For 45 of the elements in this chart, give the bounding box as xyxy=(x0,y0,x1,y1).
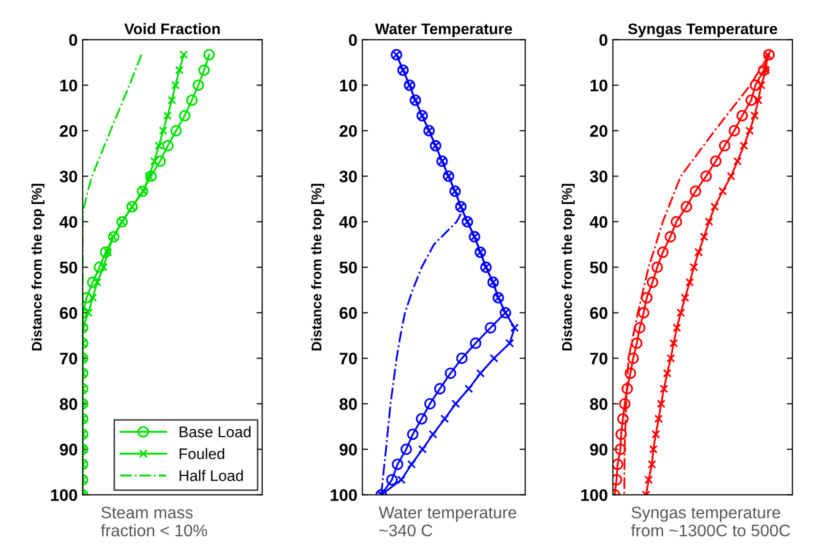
y-tick-label: 30 xyxy=(339,170,357,182)
y-tick-label: 80 xyxy=(60,398,78,410)
y-tick-label: 0 xyxy=(348,34,357,46)
y-tick-label: 70 xyxy=(60,352,78,364)
y-tick-label: 60 xyxy=(340,307,357,319)
y-tick-label: 90 xyxy=(60,444,78,456)
y-axis-title: Distance from the top [%] xyxy=(31,184,44,350)
y-tick-label: 20 xyxy=(60,125,78,137)
y-tick-label: 10 xyxy=(60,80,78,92)
y-tick-label: 50 xyxy=(60,262,78,274)
y-tick-label: 60 xyxy=(60,307,78,319)
y-tick-label: 100 xyxy=(581,489,608,501)
legend-label: Half Load xyxy=(180,470,243,482)
y-tick-label: 90 xyxy=(340,444,357,456)
chart-title: Water Temperature xyxy=(375,24,512,38)
y-tick-label: 50 xyxy=(590,262,608,274)
y-tick-label: 100 xyxy=(51,489,78,501)
y-axis-title: Distance from the top [%] xyxy=(311,184,324,350)
legend-label: Fouled xyxy=(180,448,224,460)
chart-title: Syngas Temperature xyxy=(628,23,778,38)
y-tick-label: 80 xyxy=(340,398,357,410)
y-axis-title: Distance from the top [%] xyxy=(562,184,575,350)
y-tick-label: 10 xyxy=(590,80,608,92)
y-tick-label: 0 xyxy=(599,34,608,46)
y-tick-label: 40 xyxy=(339,216,357,228)
y-tick-label: 70 xyxy=(340,352,357,364)
y-tick-label: 30 xyxy=(590,170,608,182)
text: Water temperature ~340 C xyxy=(378,506,516,536)
y-tick-label: 80 xyxy=(590,398,608,410)
text: Steam mass fraction < 10% xyxy=(100,506,208,536)
y-tick-label: 50 xyxy=(340,262,357,274)
legend-label: Base Load xyxy=(180,426,251,438)
chart-title: Void Fraction xyxy=(124,23,220,34)
y-tick-label: 70 xyxy=(590,352,608,364)
y-tick-label: 20 xyxy=(340,125,357,137)
y-tick-label: 100 xyxy=(330,489,357,501)
y-tick-label: 60 xyxy=(590,307,608,319)
y-tick-label: 40 xyxy=(590,216,608,228)
y-tick-label: 0 xyxy=(69,34,78,46)
y-tick-label: 10 xyxy=(340,80,357,92)
y-tick-label: 90 xyxy=(590,444,608,456)
y-tick-label: 20 xyxy=(590,125,608,137)
y-tick-label: 40 xyxy=(60,216,78,228)
text: Syngas temperature from ~1300C to 500C xyxy=(631,506,790,536)
y-tick-label: 30 xyxy=(60,170,78,182)
